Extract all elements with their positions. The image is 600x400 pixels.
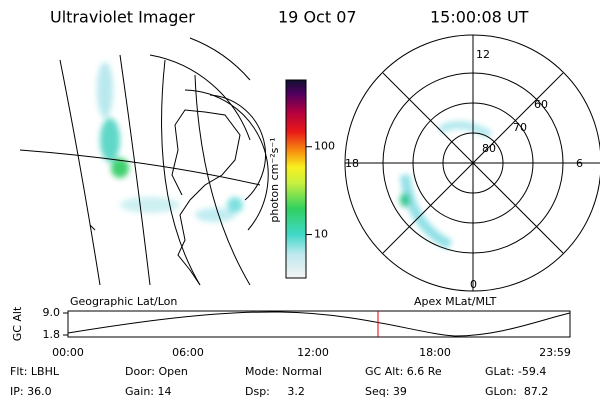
- date: 19 Oct 07: [278, 8, 357, 27]
- altitude-tick-label: 1.8: [43, 328, 61, 341]
- time-tick-label: 06:00: [172, 346, 204, 359]
- time-tick-label: 12:00: [297, 346, 329, 359]
- time-tick-label: 00:00: [52, 346, 84, 359]
- info-field: GLat: -59.4: [485, 365, 546, 378]
- title: Ultraviolet Imager: [50, 8, 195, 27]
- geographic-map: [19, 37, 269, 286]
- polar-plot: [344, 34, 600, 292]
- time-tick-label: 23:59: [539, 346, 571, 359]
- info-field: Flt: LBHL: [10, 365, 60, 378]
- mlt-label: 12: [476, 48, 490, 61]
- right-panel-label: Apex MLat/MLT: [414, 295, 497, 308]
- colorbar: [285, 79, 307, 279]
- colorbar-tick-label: 10: [314, 228, 328, 241]
- lat-label: 70: [513, 121, 527, 134]
- altitude-ylabel: GC Alt: [11, 306, 24, 341]
- mlt-label: 6: [576, 157, 583, 170]
- info-field: Dsp: 3.2: [245, 385, 305, 398]
- info-field: Door: Open: [125, 365, 188, 378]
- altitude-curve: [67, 311, 571, 337]
- mlt-label: 0: [470, 278, 477, 291]
- colorbar-label: photon cm⁻²s⁻¹: [268, 137, 281, 222]
- colorbar-tick-label: 100: [314, 140, 335, 153]
- info-field: IP: 36.0: [10, 385, 52, 398]
- left-panel-label: Geographic Lat/Lon: [70, 295, 177, 308]
- info-field: Seq: 39: [365, 385, 407, 398]
- altitude-plot-frame: [67, 310, 571, 338]
- time: 15:00:08 UT: [430, 8, 529, 27]
- info-field: Mode: Normal: [245, 365, 322, 378]
- info-field: GLon: 87.2: [485, 385, 548, 398]
- mlt-label: 18: [345, 157, 359, 170]
- info-field: Gain: 14: [125, 385, 172, 398]
- lat-label: 80: [482, 142, 496, 155]
- info-field: GC Alt: 6.6 Re: [365, 365, 442, 378]
- time-tick-label: 18:00: [419, 346, 451, 359]
- lat-label: 60: [534, 98, 548, 111]
- altitude-tick-label: 9.0: [43, 306, 61, 319]
